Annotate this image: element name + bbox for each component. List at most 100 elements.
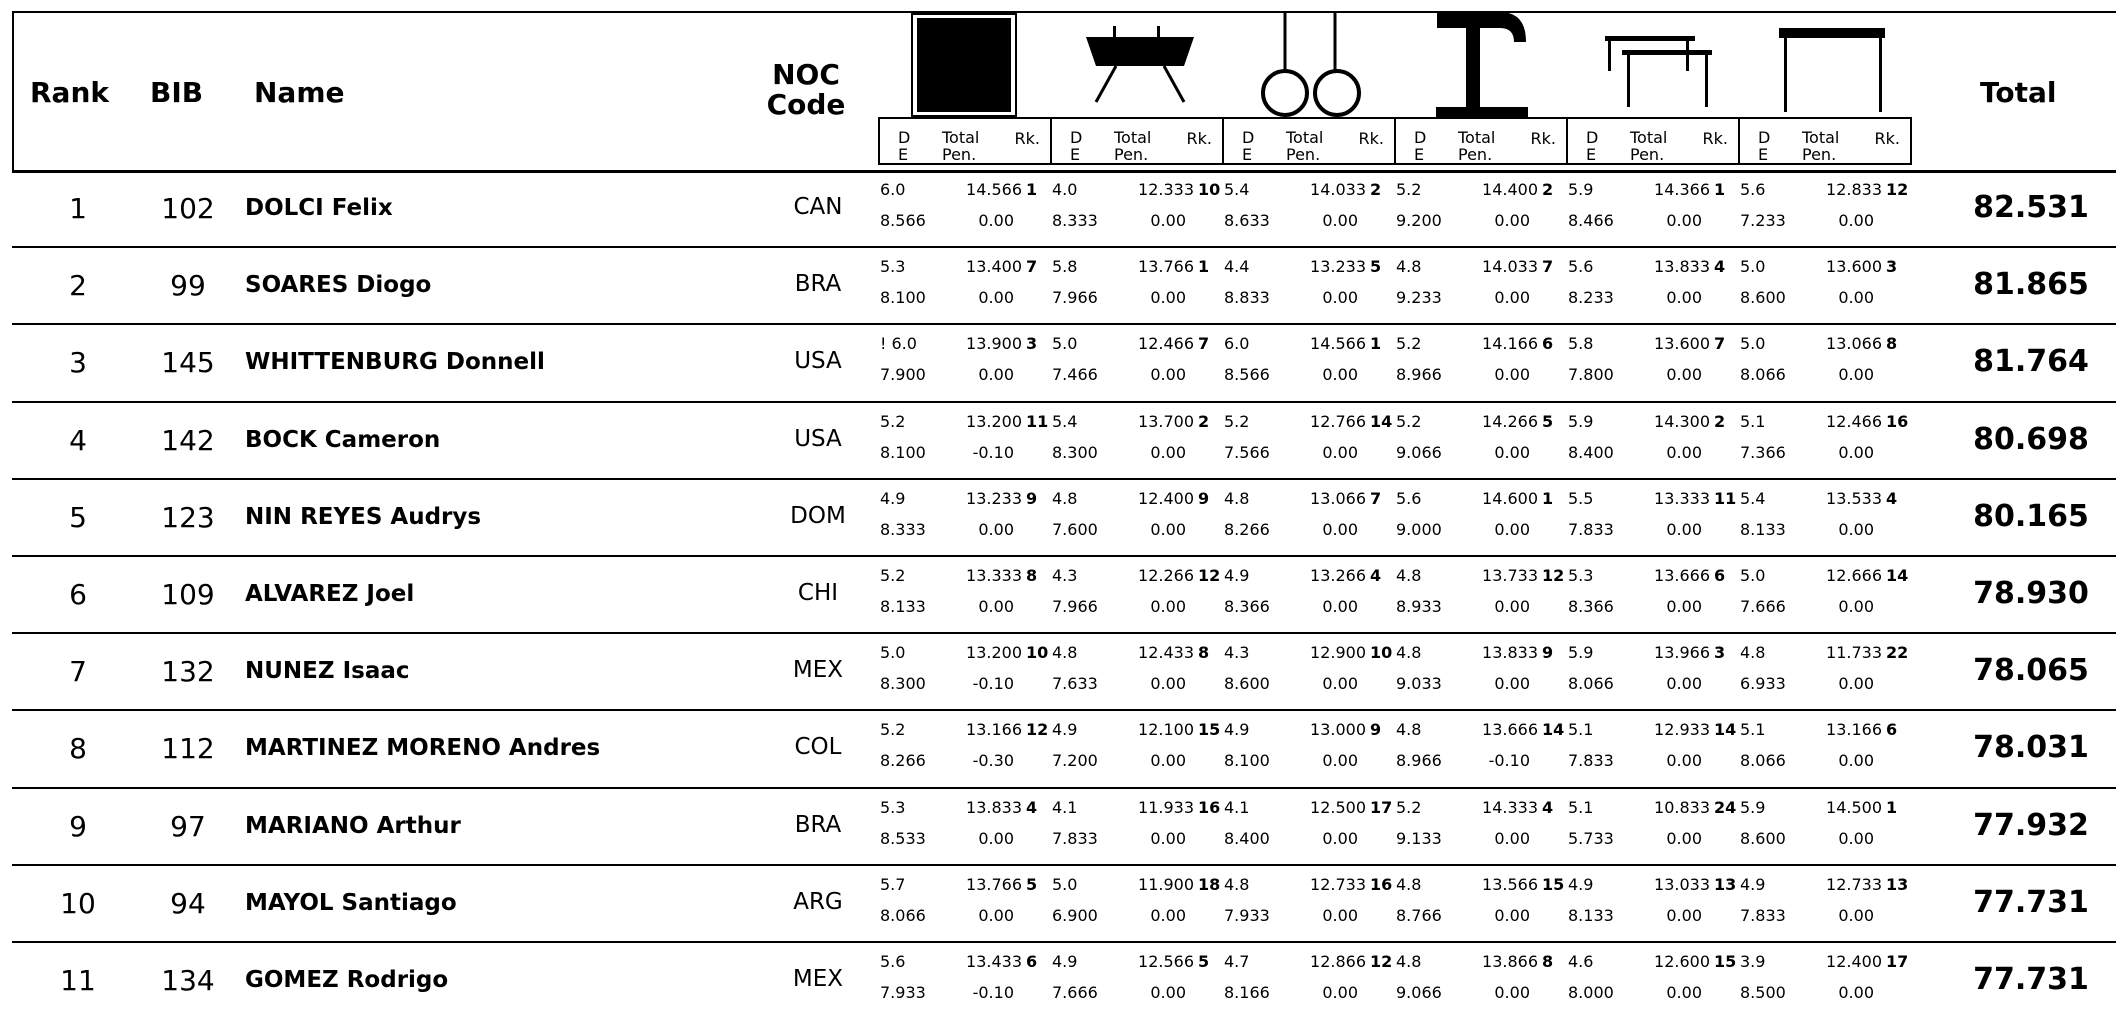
score-penalty: -0.10: [972, 443, 1014, 462]
cell-bib: 109: [161, 578, 215, 611]
score-d: 4.3: [1052, 566, 1078, 585]
score-penalty: 0.00: [1838, 288, 1874, 307]
subheader-d: D: [1242, 128, 1255, 147]
score-rank: 6: [1026, 952, 1038, 971]
score-rank: 5: [1542, 412, 1554, 431]
score-total: 13.700: [1138, 412, 1194, 431]
score-rank: 16: [1198, 798, 1221, 817]
apparatus-score-cell: 4.8 8.966 13.666 -0.10 14: [1396, 718, 1566, 778]
score-rank: 4: [1886, 489, 1898, 508]
score-e: 8.066: [1568, 674, 1614, 693]
cell-name: ALVAREZ Joel: [245, 581, 415, 607]
apparatus-score-cell: 4.9 8.366 13.266 0.00 4: [1224, 564, 1394, 624]
score-total: 13.400: [966, 257, 1022, 276]
apparatus-score-cell: 5.7 8.066 13.766 0.00 5: [880, 873, 1050, 933]
subheader-total: Total: [1286, 128, 1324, 147]
score-e: 7.833: [1740, 906, 1786, 925]
score-d: 4.6: [1568, 952, 1594, 971]
apparatus-score-cell: 5.0 8.600 13.600 0.00 3: [1740, 255, 1910, 315]
score-e: 7.966: [1052, 288, 1098, 307]
score-total: 13.066: [1310, 489, 1366, 508]
score-total: 13.766: [1138, 257, 1194, 276]
score-total: 12.900: [1310, 643, 1366, 662]
cell-name: GOMEZ Rodrigo: [245, 967, 449, 993]
score-rank: 4: [1370, 566, 1382, 585]
score-penalty: 0.00: [1150, 443, 1186, 462]
score-rank: 5: [1198, 952, 1210, 971]
score-rank: 24: [1714, 798, 1737, 817]
score-rank: 3: [1886, 257, 1898, 276]
subheader-d: D: [1758, 128, 1771, 147]
table-row: 8 112 MARTINEZ MORENO Andres COL 5.2 8.266 13.…: [12, 710, 2116, 787]
score-e: 8.966: [1396, 365, 1442, 384]
score-e: 7.633: [1052, 674, 1098, 693]
score-rank: 12: [1198, 566, 1221, 585]
table-row: 10 94 MAYOL Santiago ARG 5.7 8.066 13.766 0.00 5…: [12, 865, 2116, 942]
subheader-rk: Rk.: [1014, 129, 1040, 148]
score-d: 6.0: [880, 180, 906, 199]
score-penalty: 0.00: [1322, 597, 1358, 616]
cell-total: 81.865: [1973, 267, 2089, 302]
apparatus-score-cell: 4.8 7.633 12.433 0.00 8: [1052, 641, 1222, 701]
score-penalty: 0.00: [1494, 211, 1530, 230]
table-row: 2 99 SOARES Diogo BRA 5.3 8.100 13.400 0.00 7 5.8…: [12, 247, 2116, 324]
header-name: Name: [254, 76, 345, 109]
score-total: 13.266: [1310, 566, 1366, 585]
score-rank: 8: [1886, 334, 1898, 353]
subheader-e: E: [1414, 145, 1425, 164]
cell-rank: 6: [69, 578, 87, 611]
score-rank: 17: [1886, 952, 1909, 971]
score-penalty: 0.00: [978, 906, 1014, 925]
table-row: 11 134 GOMEZ Rodrigo MEX 5.6 7.933 13.433 -0.10…: [12, 942, 2116, 1019]
subheader-total: Total: [1630, 128, 1668, 147]
cell-rank: 1: [69, 192, 87, 225]
cell-total: 81.764: [1973, 344, 2089, 379]
score-rank: 7: [1714, 334, 1726, 353]
score-rank: 9: [1542, 643, 1554, 662]
score-e: 8.066: [1740, 751, 1786, 770]
apparatus-score-cell: 4.8 6.933 11.733 0.00 22: [1740, 641, 1910, 701]
score-penalty: 0.00: [1150, 288, 1186, 307]
score-penalty: 0.00: [1838, 520, 1874, 539]
cell-rank: 3: [69, 346, 87, 379]
score-rank: 2: [1542, 180, 1554, 199]
score-total: 12.400: [1138, 489, 1194, 508]
score-penalty: 0.00: [1322, 365, 1358, 384]
subheader-rk: Rk.: [1874, 129, 1900, 148]
score-total: 12.433: [1138, 643, 1194, 662]
score-total: 12.466: [1138, 334, 1194, 353]
score-e: 7.833: [1568, 520, 1614, 539]
score-penalty: 0.00: [1666, 906, 1702, 925]
score-penalty: 0.00: [1838, 751, 1874, 770]
score-e: 8.600: [1740, 288, 1786, 307]
score-rank: 10: [1198, 180, 1221, 199]
subheader-pen: Pen.: [1802, 145, 1837, 164]
cell-rank: 5: [69, 501, 87, 534]
score-rank: 12: [1542, 566, 1565, 585]
score-total: 13.200: [966, 412, 1022, 431]
cell-bib: 123: [161, 501, 215, 534]
score-total: 12.566: [1138, 952, 1194, 971]
score-total: 14.333: [1482, 798, 1538, 817]
score-penalty: 0.00: [978, 829, 1014, 848]
score-rank: 13: [1886, 875, 1909, 894]
apparatus-score-cell: 5.0 7.666 12.666 0.00 14: [1740, 564, 1910, 624]
subheader-total-pen: Total Pen.: [1458, 129, 1495, 163]
score-rank: 4: [1026, 798, 1038, 817]
score-rank: 22: [1886, 643, 1909, 662]
apparatus-score-cell: 4.8 8.766 13.566 0.00 15: [1396, 873, 1566, 933]
score-penalty: 0.00: [1150, 674, 1186, 693]
subheader-d: D: [1070, 128, 1083, 147]
score-e: 8.933: [1396, 597, 1442, 616]
cell-noc: MEX: [792, 966, 844, 992]
apparatus-score-cell: 5.3 8.533 13.833 0.00 4: [880, 796, 1050, 856]
score-d: 4.8: [1396, 643, 1422, 662]
subheader-rk: Rk.: [1530, 129, 1556, 148]
score-penalty: 0.00: [1494, 288, 1530, 307]
score-total: 13.166: [966, 720, 1022, 739]
score-d: 4.8: [1052, 489, 1078, 508]
apparatus-score-cell: 4.9 7.200 12.100 0.00 15: [1052, 718, 1222, 778]
score-total: 11.900: [1138, 875, 1194, 894]
subheader-e: E: [1758, 145, 1769, 164]
